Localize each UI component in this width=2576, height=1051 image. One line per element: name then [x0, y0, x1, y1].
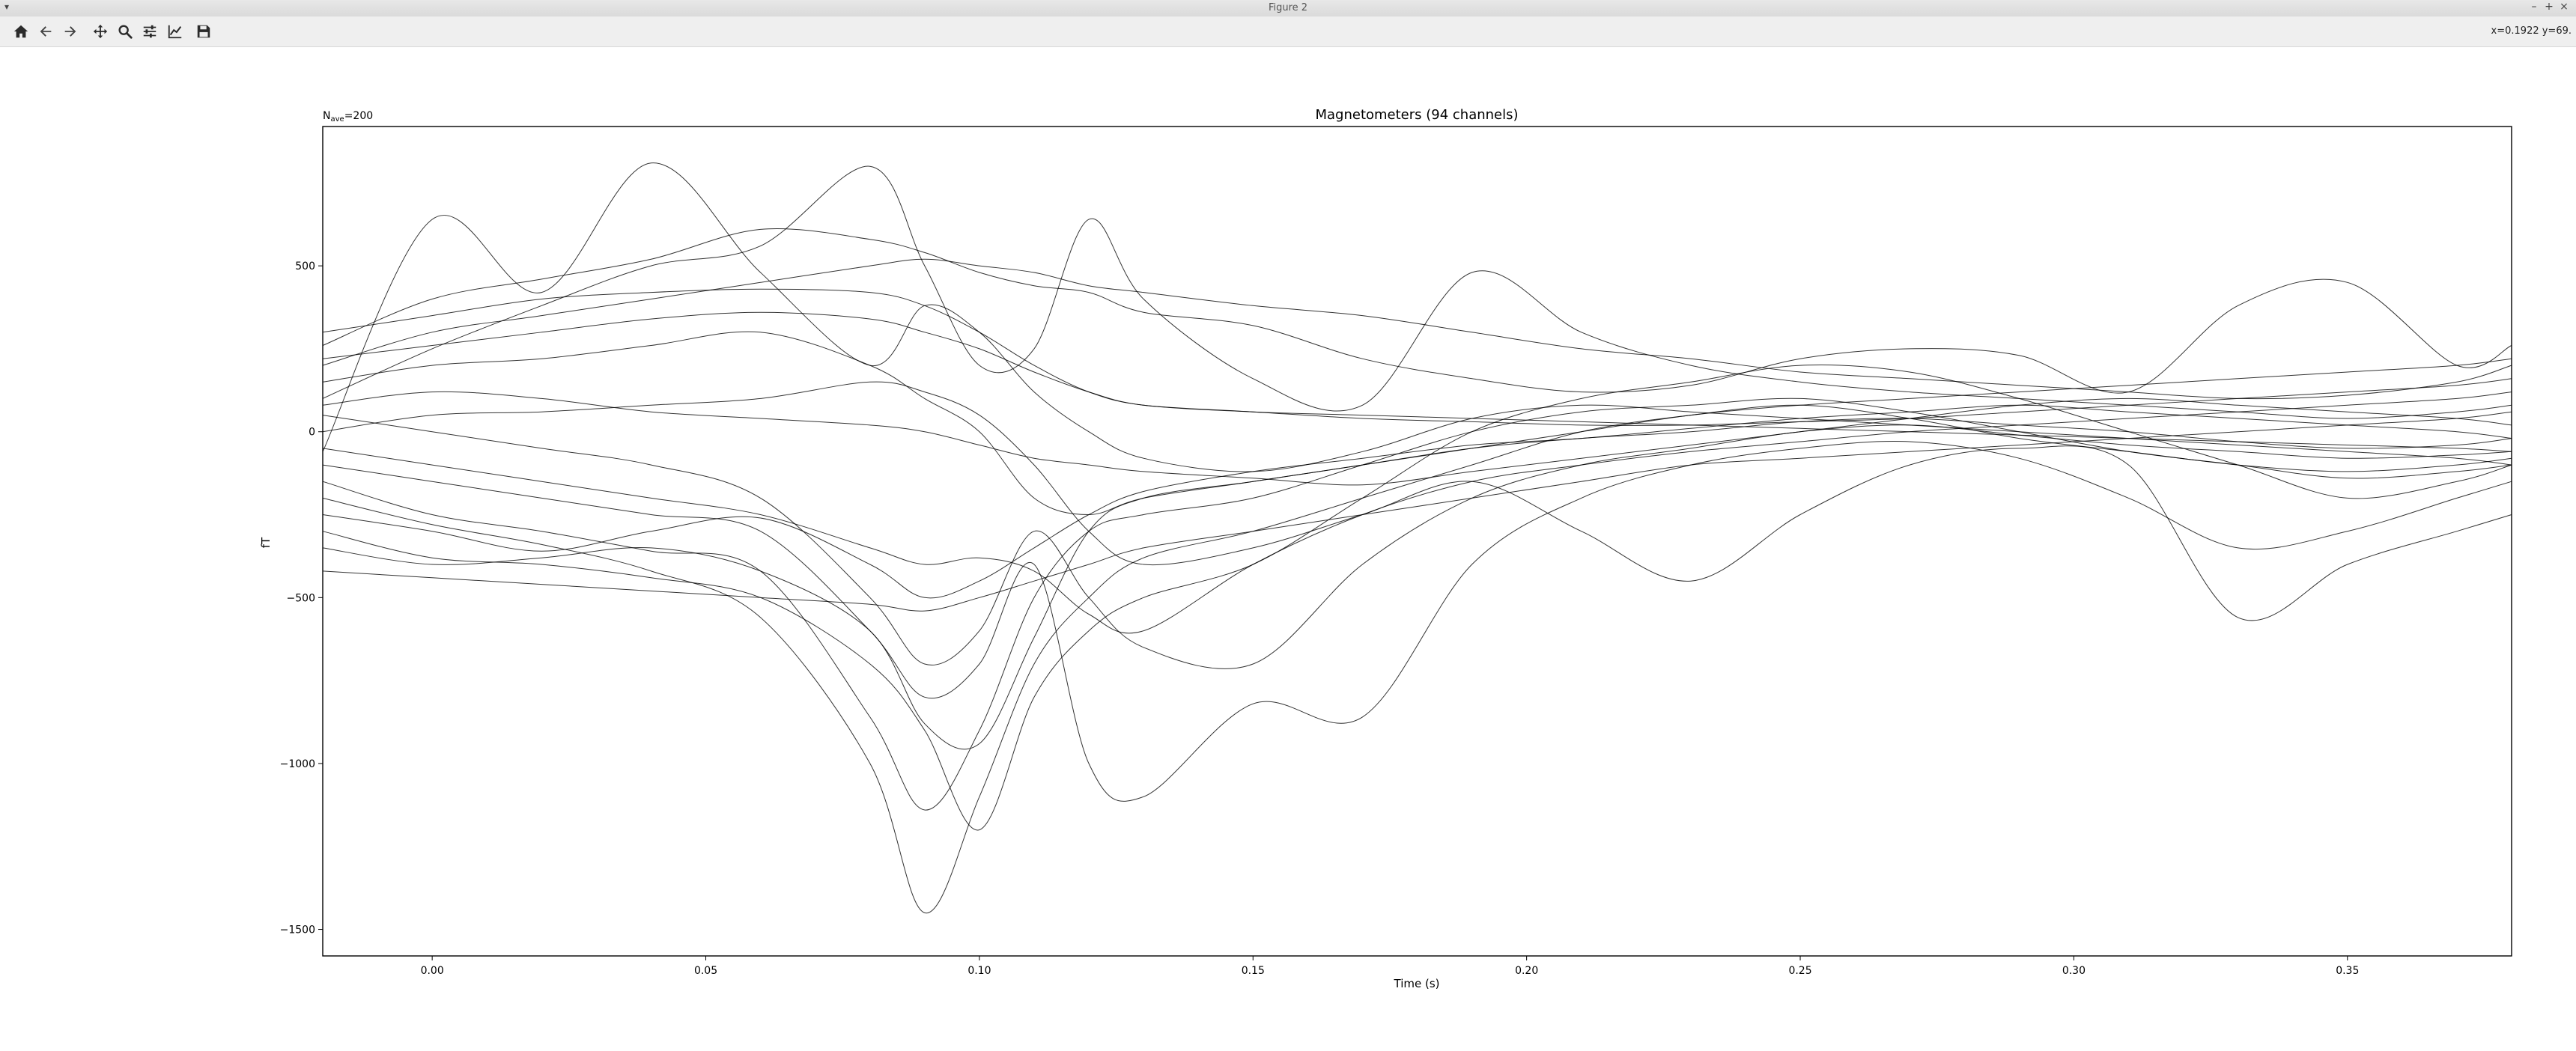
channel-trace [322, 162, 2512, 472]
subplots-sliders-icon [143, 25, 157, 38]
home-icon [13, 25, 28, 38]
chart-title: Magnetometers (94 channels) [1315, 107, 1518, 123]
y-tick-label: 0 [309, 427, 315, 439]
window-titlebar: ▾ Figure 2 – + × [0, 0, 2576, 17]
y-axis-label: fT [259, 537, 273, 548]
channel-trace [322, 418, 2512, 750]
x-tick-label: 0.00 [421, 965, 444, 977]
navigation-toolbar: x=0.1922 y=69. [0, 16, 2576, 47]
axes-frame [322, 126, 2512, 957]
cursor-coordinates-readout: x=0.1922 y=69. [2491, 25, 2572, 37]
channel-trace [322, 411, 2512, 612]
pan-move-icon [93, 24, 108, 39]
channel-trace [322, 397, 2512, 811]
channel-trace [322, 165, 2512, 419]
y-tick-label: −1500 [280, 924, 315, 936]
channel-trace [322, 228, 2512, 394]
y-tick-label: −1000 [280, 758, 315, 770]
plot-traces [322, 162, 2512, 913]
pan-button[interactable] [90, 21, 111, 42]
x-tick-label: 0.30 [2062, 965, 2086, 977]
close-button[interactable]: × [2560, 1, 2569, 13]
x-axis-label: Time (s) [1394, 977, 1440, 990]
channel-trace [322, 381, 2512, 621]
minimize-button[interactable]: – [2531, 1, 2537, 13]
channel-trace [322, 288, 2512, 426]
forward-arrow-icon [64, 26, 76, 37]
axes-edit-icon [168, 25, 182, 39]
forward-button[interactable] [60, 21, 81, 42]
save-button[interactable] [193, 21, 214, 42]
channel-trace [322, 331, 2512, 516]
channel-trace [322, 311, 2512, 452]
window-menu-button[interactable]: ▾ [4, 1, 10, 12]
back-button[interactable] [35, 21, 56, 42]
channel-trace [322, 392, 2512, 634]
channel-trace [322, 441, 2512, 802]
axis-ticks: 0.00 0.05 0.10 0.15 0.20 0.25 0.30 0.35 500 0 −500… [280, 261, 2360, 977]
x-tick-label: 0.25 [1788, 965, 1811, 977]
channel-trace [322, 415, 2512, 669]
nave-label: Nave=200 [323, 110, 373, 124]
zoom-magnifier-icon [118, 25, 133, 39]
x-tick-label: 0.35 [2336, 965, 2359, 977]
back-arrow-icon [40, 26, 52, 37]
x-tick-label: 0.15 [1242, 965, 1265, 977]
x-tick-label: 0.10 [967, 965, 991, 977]
figure-canvas[interactable]: Nave=200 Magnetometers (94 channels) Tim… [0, 47, 2576, 1051]
channel-trace [322, 391, 2512, 486]
x-tick-label: 0.05 [694, 965, 717, 977]
channel-trace [322, 404, 2512, 913]
y-tick-label: −500 [287, 592, 315, 604]
save-floppy-icon [197, 25, 210, 38]
home-button[interactable] [10, 21, 31, 42]
channel-trace [322, 258, 2512, 400]
channel-trace [322, 404, 2512, 599]
x-tick-label: 0.20 [1515, 965, 1538, 977]
window-title: Figure 2 [1268, 2, 1308, 13]
maximize-button[interactable]: + [2545, 1, 2554, 13]
edit-axes-button[interactable] [165, 21, 186, 42]
configure-subplots-button[interactable] [139, 21, 160, 42]
y-tick-label: 500 [295, 261, 315, 272]
zoom-button[interactable] [115, 21, 136, 42]
